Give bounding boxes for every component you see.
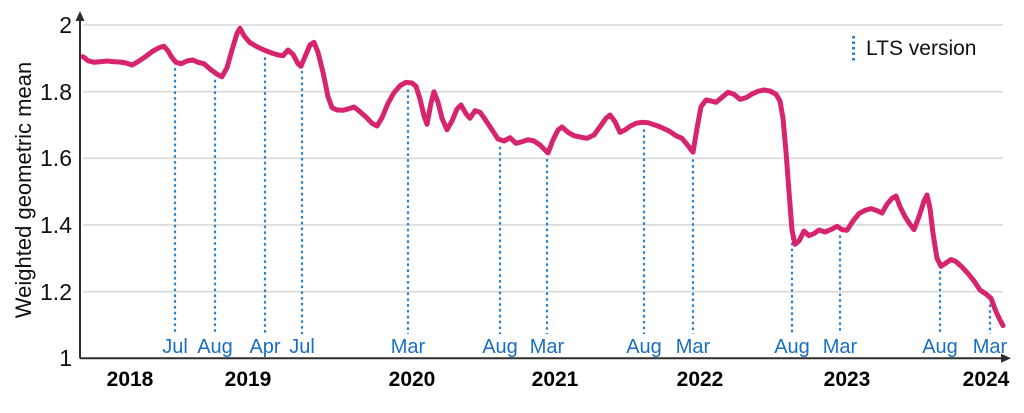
year-tick-label: 2022 [676,368,724,391]
metric-line [80,25,1006,329]
y-tick-label: 1.8 [40,78,72,105]
year-tick-label: 2023 [823,368,871,391]
y-axis-arrow [75,11,85,21]
year-tick-label: 2021 [531,368,579,391]
y-tick-label: 2 [59,12,72,38]
legend: LTS version [852,36,977,62]
lts-month-label: Jul [289,336,315,358]
lts-month-label: Aug [197,336,233,358]
lts-month-label: Mar [822,336,858,358]
lts-month-label: Aug [626,336,662,358]
y-tick-label: 1.2 [40,278,72,305]
legend-label: LTS version [866,37,977,60]
lts-month-label: Apr [249,336,281,358]
x-axis-arrow [1001,353,1011,363]
y-tick-label: 1 [59,345,72,372]
lts-month-label: Mar [529,336,565,358]
year-tick-label: 2020 [388,368,436,391]
lts-month-label: Mar [390,336,426,358]
y-tick-label: 1.6 [40,145,72,172]
lts-month-label: Aug [774,336,810,358]
lts-month-label: Jul [162,336,188,358]
lts-dotted-line-icon [852,36,855,62]
year-tick-label: 2019 [224,368,272,391]
year-tick-label: 2018 [106,368,154,391]
lts-month-label: Mar [675,336,711,358]
y-tick-label: 1.4 [40,211,72,238]
year-tick-label: 2024 [962,368,1010,391]
lts-month-label: Aug [922,336,958,358]
lts-month-label: Aug [482,336,518,358]
lts-month-label: Mar [972,336,1008,358]
